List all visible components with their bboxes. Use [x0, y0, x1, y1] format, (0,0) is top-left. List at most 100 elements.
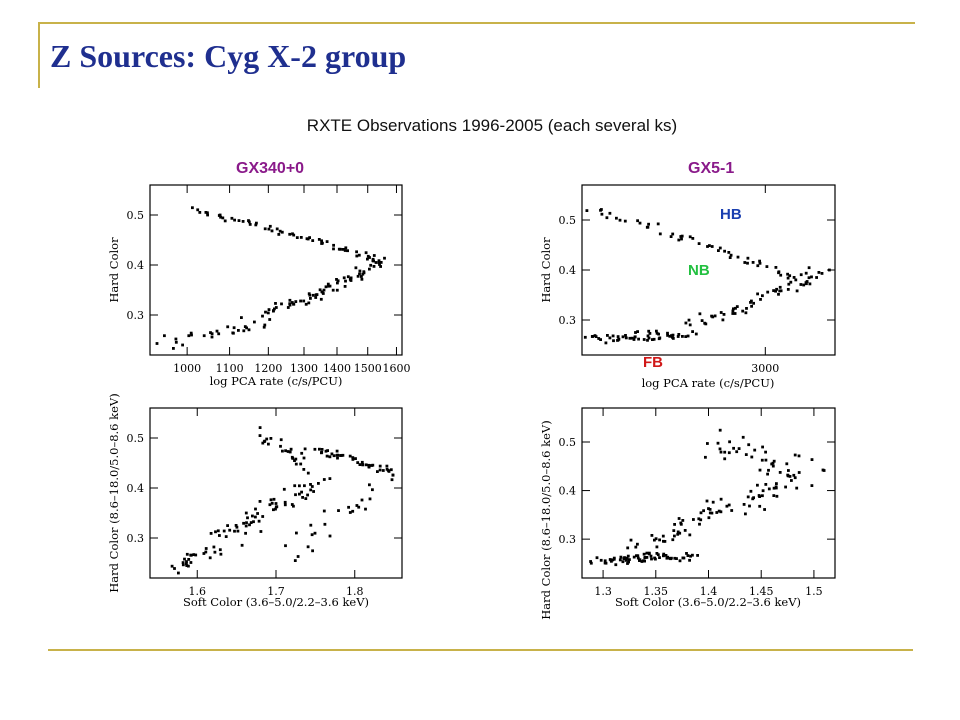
data-point	[378, 468, 382, 472]
data-point	[257, 519, 261, 523]
data-point	[673, 556, 677, 560]
data-point	[615, 216, 618, 220]
data-point	[745, 307, 748, 310]
data-point	[249, 521, 253, 524]
data-point	[676, 530, 680, 534]
data-point	[752, 301, 755, 305]
data-point	[718, 428, 722, 432]
data-point	[652, 337, 656, 341]
data-point	[326, 282, 330, 286]
data-point	[189, 561, 193, 564]
data-point	[787, 469, 790, 472]
data-point	[308, 293, 312, 297]
data-point	[267, 308, 271, 311]
y-tick-label: 0.5	[559, 214, 577, 227]
data-point	[206, 211, 209, 215]
data-point	[306, 545, 310, 549]
panel-label-gx5: GX5-1	[688, 160, 735, 177]
x-tick-label: 1200	[254, 362, 282, 375]
data-point	[383, 256, 386, 260]
data-point	[683, 529, 687, 532]
data-point	[797, 471, 801, 474]
data-point	[317, 482, 320, 485]
slide-subtitle: RXTE Observations 1996-2005 (each severa…	[306, 116, 678, 135]
data-point	[810, 484, 814, 487]
data-point	[599, 558, 603, 562]
data-point	[342, 276, 346, 280]
data-point	[668, 557, 672, 560]
data-point	[760, 458, 764, 462]
data-point	[343, 249, 347, 252]
data-point	[219, 215, 222, 219]
data-point	[772, 494, 776, 497]
data-point	[218, 534, 221, 537]
data-point	[328, 477, 332, 480]
data-point	[245, 521, 248, 525]
data-point	[624, 336, 628, 340]
data-point	[612, 556, 616, 560]
data-point	[731, 312, 735, 315]
data-point	[731, 309, 735, 313]
data-point	[204, 211, 208, 214]
data-point	[278, 229, 282, 233]
y-tick-label: 0.5	[127, 432, 145, 445]
data-point	[758, 468, 762, 472]
data-point	[789, 280, 793, 284]
data-point	[364, 507, 367, 511]
data-point	[795, 486, 799, 490]
data-point	[313, 447, 317, 451]
data-point	[671, 232, 675, 236]
data-point	[626, 562, 629, 565]
data-point	[622, 557, 626, 561]
data-point	[303, 447, 307, 451]
data-point	[672, 529, 676, 532]
data-point	[354, 266, 358, 270]
data-point	[640, 560, 644, 563]
data-point	[774, 289, 777, 293]
x-axis-label: Soft Color (3.6–5.0/2.2–3.6 keV)	[183, 595, 369, 609]
data-point	[743, 261, 747, 264]
data-point	[623, 219, 627, 223]
data-point	[299, 236, 303, 239]
data-point	[605, 216, 609, 220]
data-point	[732, 307, 735, 311]
data-point	[688, 533, 692, 537]
data-point	[256, 512, 259, 515]
data-point	[747, 443, 751, 447]
data-point	[325, 454, 329, 458]
data-point	[802, 283, 806, 287]
bottom-rule	[48, 649, 913, 651]
data-point	[311, 239, 315, 242]
data-point	[764, 458, 768, 462]
data-point	[628, 558, 631, 561]
data-point	[719, 311, 723, 314]
data-point	[356, 461, 360, 464]
data-point	[185, 552, 189, 556]
data-point	[680, 237, 683, 241]
data-point	[275, 505, 279, 509]
y-axis-label: Hard Color (8.6–18.0/5.0–8.6 keV)	[107, 393, 121, 592]
data-point	[172, 347, 175, 350]
data-point	[279, 444, 282, 448]
data-point	[805, 280, 809, 283]
left-rule	[38, 22, 40, 88]
data-point	[247, 328, 251, 332]
data-point	[797, 454, 801, 458]
data-point	[799, 283, 803, 286]
data-point	[632, 555, 636, 559]
data-point	[370, 464, 373, 467]
data-point	[286, 306, 290, 309]
data-point	[634, 545, 638, 549]
data-point	[191, 206, 194, 210]
branch-label-hb: HB	[720, 206, 742, 223]
data-point	[361, 463, 365, 467]
data-point	[772, 486, 776, 490]
data-point	[691, 330, 694, 333]
data-point	[240, 543, 244, 547]
data-point	[310, 533, 314, 537]
data-point	[336, 281, 339, 285]
data-point	[621, 335, 625, 339]
data-point	[597, 337, 601, 340]
data-point	[753, 448, 757, 452]
data-point	[719, 510, 723, 514]
